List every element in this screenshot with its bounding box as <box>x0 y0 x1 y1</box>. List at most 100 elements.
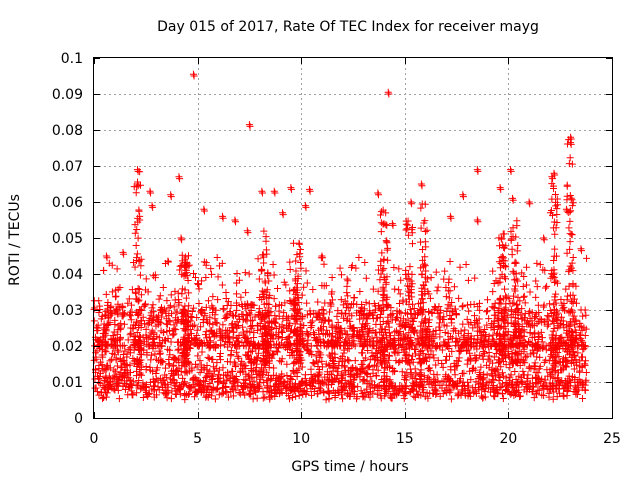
data-point <box>376 211 384 219</box>
data-point <box>194 352 202 360</box>
data-point <box>164 334 172 342</box>
data-point <box>443 322 451 330</box>
data-point <box>445 294 453 302</box>
data-point <box>486 342 494 350</box>
y-tick-label: 0.04 <box>52 267 83 283</box>
data-point <box>167 193 175 201</box>
data-point <box>490 303 498 311</box>
data-point <box>196 357 204 365</box>
data-point <box>314 376 322 384</box>
data-point <box>455 391 463 399</box>
data-point <box>378 360 386 368</box>
data-point <box>135 296 143 304</box>
x-tick-label: 25 <box>603 431 621 447</box>
data-point <box>569 199 577 207</box>
data-point <box>119 312 127 320</box>
data-point <box>150 329 158 337</box>
data-point <box>547 370 555 378</box>
data-point <box>102 340 110 348</box>
data-point <box>242 370 250 378</box>
data-point <box>446 212 454 220</box>
data-point <box>543 316 551 324</box>
data-point <box>420 260 428 268</box>
data-point <box>310 309 318 317</box>
data-point <box>134 340 142 348</box>
data-point <box>450 283 458 291</box>
data-point <box>548 195 556 203</box>
data-point <box>551 190 559 198</box>
data-point <box>389 221 397 229</box>
data-point <box>126 349 134 357</box>
data-point <box>536 315 544 323</box>
data-point <box>563 327 571 335</box>
data-point <box>521 299 529 307</box>
data-point <box>223 310 231 318</box>
data-point <box>97 315 105 323</box>
data-point <box>373 390 381 398</box>
data-point <box>535 386 543 394</box>
data-point <box>532 293 540 301</box>
data-point <box>359 327 367 335</box>
data-point <box>568 328 576 336</box>
data-point <box>234 334 242 342</box>
data-point <box>444 301 452 309</box>
data-point <box>509 360 517 368</box>
data-point <box>280 278 288 286</box>
data-point <box>180 335 188 343</box>
data-point <box>407 365 415 373</box>
data-point <box>178 353 186 361</box>
data-point <box>442 341 450 349</box>
data-point <box>248 355 256 363</box>
data-point <box>311 334 319 342</box>
data-point <box>569 291 577 299</box>
data-point <box>490 381 498 389</box>
data-point <box>264 319 272 327</box>
data-point <box>283 360 291 368</box>
data-point <box>447 314 455 322</box>
data-point <box>291 358 299 366</box>
data-point <box>231 382 239 390</box>
data-point <box>497 383 505 391</box>
data-point <box>471 274 479 282</box>
data-point <box>133 225 141 233</box>
data-point <box>101 312 109 320</box>
data-point <box>163 394 171 402</box>
data-point <box>250 377 258 385</box>
data-point <box>343 275 351 283</box>
data-point <box>178 285 186 293</box>
data-point <box>495 372 503 380</box>
data-point <box>431 386 439 394</box>
data-point <box>320 389 328 397</box>
data-point <box>150 382 158 390</box>
data-point <box>353 300 361 308</box>
data-point <box>549 395 557 403</box>
data-point <box>279 211 287 219</box>
data-point <box>253 394 261 402</box>
data-point <box>539 303 547 311</box>
data-point <box>121 347 129 355</box>
data-point <box>507 371 515 379</box>
data-point <box>244 384 252 392</box>
data-point <box>320 260 328 268</box>
data-point <box>200 207 208 215</box>
data-point <box>443 342 451 350</box>
data-point <box>328 349 336 357</box>
data-point <box>514 277 522 285</box>
data-point <box>286 342 294 350</box>
data-point <box>369 366 377 374</box>
data-point <box>418 347 426 355</box>
data-point <box>127 316 135 324</box>
data-point <box>358 305 366 313</box>
data-point <box>468 365 476 373</box>
data-point <box>302 267 310 275</box>
data-point <box>455 329 463 337</box>
data-point <box>483 361 491 369</box>
data-point <box>430 305 438 313</box>
data-point <box>157 306 165 314</box>
data-point <box>412 370 420 378</box>
data-point <box>565 282 573 290</box>
data-point <box>189 376 197 384</box>
data-point <box>243 351 251 359</box>
data-point <box>232 340 240 348</box>
data-point <box>135 258 143 266</box>
